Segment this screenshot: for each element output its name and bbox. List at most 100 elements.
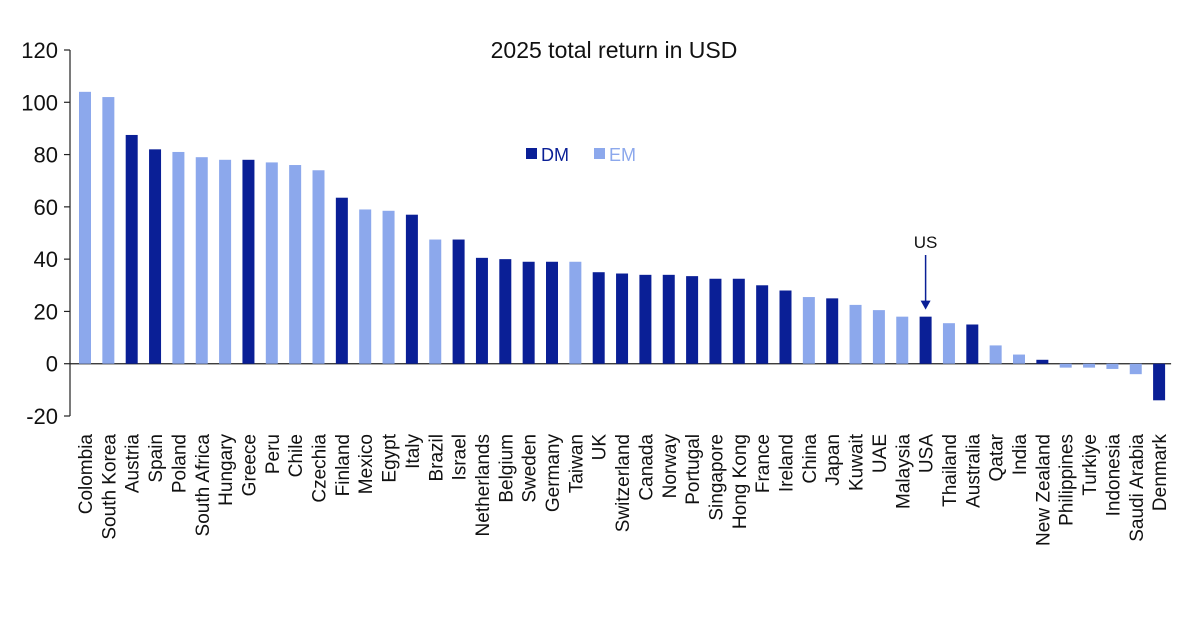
x-tick-label: USA — [917, 434, 938, 473]
bar-usa — [919, 316, 932, 364]
annotation-label: US — [914, 233, 938, 252]
x-tick-label: Portugal — [683, 434, 704, 505]
bar-singapore — [709, 278, 722, 364]
x-tick-label: Hungary — [216, 434, 237, 506]
x-tick-label: Australia — [963, 434, 984, 508]
bar-new-zealand — [1036, 359, 1049, 364]
bar-philippines — [1059, 363, 1072, 368]
bar-australia — [966, 324, 979, 364]
bar-hungary — [219, 159, 232, 364]
x-tick-label: Taiwan — [566, 434, 587, 493]
x-tick-label: Norway — [660, 434, 681, 499]
x-tick-label: Chile — [286, 434, 307, 477]
bar-chile — [289, 165, 302, 364]
x-tick-label: Finland — [333, 434, 354, 496]
y-tick-label: 80 — [34, 143, 58, 168]
x-tick-label: Poland — [169, 434, 190, 493]
y-tick-label: -20 — [26, 404, 58, 429]
x-tick-label: Egypt — [380, 433, 401, 482]
bar-uk — [592, 272, 605, 364]
x-axis-labels: Colombia South Korea Austria Spain Poland Sou… — [76, 433, 1171, 546]
bar-sweden — [522, 261, 535, 364]
y-tick-label: 40 — [34, 247, 58, 272]
bar-south-korea — [102, 97, 115, 364]
bar-israel — [452, 239, 465, 364]
bar-spain — [149, 149, 162, 364]
bar-peru — [265, 162, 278, 364]
x-tick-label: Greece — [239, 434, 260, 496]
bar-series — [79, 91, 1166, 401]
bar-turkiye — [1083, 363, 1096, 368]
x-tick-label: Saudi Arabia — [1127, 434, 1148, 542]
x-tick-label: Austria — [123, 434, 144, 494]
x-tick-label: Brazil — [426, 434, 447, 482]
x-tick-label: Netherlands — [473, 434, 494, 536]
x-tick-label: Japan — [823, 434, 844, 486]
bar-china — [802, 297, 815, 364]
bar-norway — [662, 274, 675, 364]
x-tick-label: UK — [590, 434, 611, 461]
bar-austria — [125, 134, 138, 364]
legend: DM EM — [526, 145, 636, 165]
x-tick-label: New Zealand — [1033, 434, 1054, 546]
y-tick-label: 120 — [21, 38, 58, 63]
bar-south-africa — [195, 157, 208, 364]
y-tick-label: 20 — [34, 299, 58, 324]
x-tick-label: Italy — [403, 434, 424, 469]
x-tick-label: Germany — [543, 434, 564, 513]
bar-poland — [172, 151, 185, 364]
bar-india — [1013, 354, 1025, 364]
x-tick-label: Belgium — [496, 434, 517, 503]
y-tick-label: 60 — [34, 195, 58, 220]
x-tick-label: Colombia — [76, 434, 97, 515]
bar-portugal — [686, 276, 699, 364]
annotations: US — [914, 233, 938, 310]
x-tick-label: Philippines — [1057, 434, 1078, 526]
y-axis: -20 0 20 40 60 80 100 120 — [21, 38, 1172, 429]
bar-egypt — [382, 210, 395, 364]
bar-denmark — [1153, 363, 1166, 401]
bar-japan — [826, 298, 839, 364]
bar-kuwait — [849, 304, 862, 364]
x-tick-label: Kuwait — [847, 433, 868, 491]
bar-france — [756, 285, 769, 364]
bar-germany — [546, 261, 558, 364]
x-tick-label: France — [753, 434, 774, 493]
x-tick-label: Denmark — [1150, 434, 1171, 512]
x-tick-label: Israel — [450, 434, 471, 480]
x-tick-label: Peru — [263, 434, 284, 474]
x-tick-label: Hong Kong — [730, 434, 751, 529]
bar-czechia — [312, 170, 325, 364]
bar-netherlands — [475, 257, 488, 364]
bar-saudi-arabia — [1129, 363, 1142, 375]
bar-indonesia — [1106, 363, 1119, 369]
bar-hong-kong — [732, 278, 745, 364]
legend-label-em: EM — [609, 145, 636, 165]
x-tick-label: Switzerland — [613, 434, 634, 532]
x-tick-label: Indonesia — [1103, 434, 1124, 517]
bar-switzerland — [616, 273, 629, 364]
x-tick-label: South Africa — [193, 434, 214, 537]
x-tick-label: Ireland — [777, 434, 798, 492]
bar-mexico — [359, 209, 372, 364]
y-tick-label: 0 — [46, 352, 58, 377]
x-tick-label: India — [1010, 434, 1031, 476]
bar-taiwan — [569, 261, 582, 364]
x-tick-label: China — [800, 434, 821, 484]
chart-title: 2025 total return in USD — [491, 37, 738, 63]
y-tick-label: 100 — [21, 90, 58, 115]
bar-colombia — [79, 91, 91, 364]
x-tick-label: UAE — [870, 434, 891, 473]
x-tick-label: Spain — [146, 434, 167, 483]
x-tick-label: Malaysia — [893, 434, 914, 509]
x-tick-label: Thailand — [940, 434, 961, 507]
bar-brazil — [429, 239, 442, 364]
x-tick-label: Mexico — [356, 434, 377, 494]
bar-canada — [639, 274, 652, 364]
x-tick-label: Canada — [636, 434, 657, 501]
legend-swatch-dm — [526, 148, 537, 159]
bar-thailand — [942, 323, 955, 364]
bar-italy — [405, 214, 418, 364]
bar-belgium — [499, 259, 512, 364]
